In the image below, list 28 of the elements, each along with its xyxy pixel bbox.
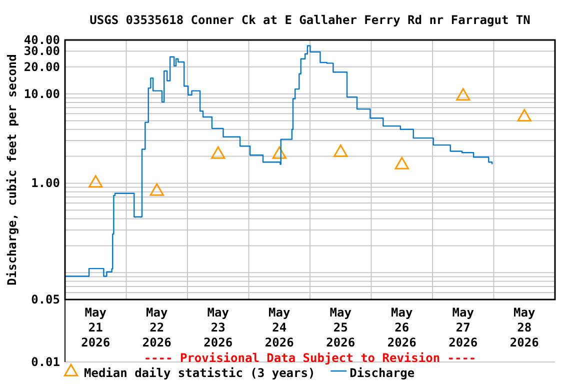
x-tick-label: May 24 2026 — [264, 306, 294, 350]
legend-label: Median daily statistic (3 years) — [84, 366, 316, 380]
point — [394, 156, 409, 170]
y-tick-label: 40.00 — [24, 33, 60, 47]
x-tick-label: May 25 2026 — [326, 306, 356, 350]
point — [211, 146, 226, 159]
y-tick-label: 30.00 — [24, 44, 60, 58]
y-tick-label: 20.00 — [24, 60, 60, 74]
point — [456, 88, 470, 101]
x-tick-label: May 28 2026 — [510, 306, 539, 350]
x-tick-label: May 23 2026 — [204, 306, 233, 350]
x-tick-label: May 26 2026 — [387, 306, 416, 350]
legend-label: Discharge — [350, 366, 415, 380]
point — [334, 144, 348, 158]
y-axis-title: Discharge, cubic feet per second — [5, 54, 19, 286]
chart-title: USGS 03535618 Conner Ck at E Gallaher Ferry Rd nr Farragut TN — [90, 13, 530, 27]
y-tick-label: 10.00 — [24, 86, 60, 101]
annotation: ---- Provisional Data Subject to Revision ---- — [144, 351, 476, 365]
point — [88, 175, 103, 188]
y-tick-label: 0.05 — [31, 292, 60, 307]
point — [150, 183, 164, 196]
y-tick-label: 0.01 — [31, 355, 60, 369]
x-tick-label: May 27 2026 — [448, 306, 478, 350]
x-tick-label: May 21 2026 — [81, 306, 110, 350]
y-tick-label: 1.00 — [31, 176, 60, 190]
point — [517, 108, 532, 122]
point — [272, 146, 286, 159]
x-tick-label: May 22 2026 — [142, 306, 172, 350]
